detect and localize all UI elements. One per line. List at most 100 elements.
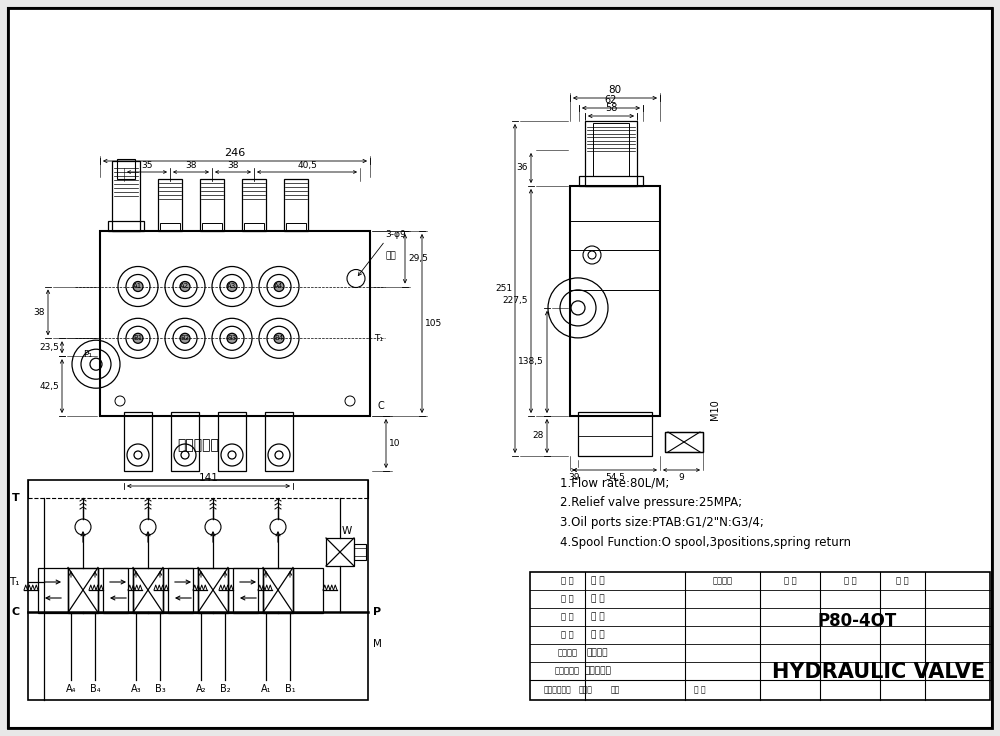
Bar <box>160 223 180 231</box>
Text: 105: 105 <box>425 319 442 328</box>
Text: 液压原理图: 液压原理图 <box>177 438 219 452</box>
Circle shape <box>133 281 143 291</box>
Circle shape <box>274 281 284 291</box>
Bar <box>198 567 228 612</box>
Text: 28: 28 <box>533 431 544 441</box>
Text: 描 达: 描 达 <box>561 612 574 621</box>
Text: P80-4OT: P80-4OT <box>818 612 897 629</box>
Bar <box>218 412 246 471</box>
Text: 62: 62 <box>605 95 617 105</box>
Text: 3.Oil ports size:PTAB:G1/2"N:G3/4;: 3.Oil ports size:PTAB:G1/2"N:G3/4; <box>560 516 764 529</box>
Circle shape <box>180 333 190 343</box>
Text: 制 图: 制 图 <box>561 595 574 604</box>
Text: 标准化检查: 标准化检查 <box>555 667 580 676</box>
Bar <box>244 223 264 231</box>
Text: 9: 9 <box>679 473 684 482</box>
Text: A₄: A₄ <box>66 684 76 694</box>
Text: 校 对: 校 对 <box>591 631 604 640</box>
Circle shape <box>227 333 237 343</box>
Text: 35: 35 <box>141 161 153 170</box>
Text: A3: A3 <box>227 283 237 289</box>
Text: 设 计: 设 计 <box>561 576 574 586</box>
Bar <box>100 231 370 416</box>
Bar <box>171 412 199 471</box>
Bar <box>578 412 652 456</box>
Bar <box>579 176 643 186</box>
Bar <box>68 567 98 612</box>
Text: M10: M10 <box>710 399 720 420</box>
Text: M: M <box>373 639 382 649</box>
Bar <box>284 179 308 231</box>
Bar <box>124 412 152 471</box>
Bar <box>242 179 266 231</box>
Text: 3-φ9: 3-φ9 <box>385 230 406 239</box>
Text: 更改内容说明: 更改内容说明 <box>544 685 572 695</box>
Text: 36: 36 <box>516 163 528 172</box>
Bar <box>168 567 198 612</box>
Text: 251: 251 <box>495 284 512 293</box>
Text: T₁: T₁ <box>374 334 383 343</box>
Text: A4: A4 <box>274 283 284 289</box>
Text: 227,5: 227,5 <box>503 297 528 305</box>
Text: 10: 10 <box>389 439 400 448</box>
Text: 39: 39 <box>568 473 580 482</box>
Bar <box>28 480 368 700</box>
Bar <box>286 223 306 231</box>
Bar <box>108 221 144 231</box>
Text: HYDRAULIC VALVE: HYDRAULIC VALVE <box>772 662 985 682</box>
Bar <box>202 223 222 231</box>
Text: C: C <box>12 607 20 617</box>
Text: A2: A2 <box>180 283 190 289</box>
Bar <box>103 567 133 612</box>
Bar <box>593 123 629 176</box>
Bar <box>200 179 224 231</box>
Text: B4: B4 <box>274 336 284 342</box>
Text: 校 对: 校 对 <box>561 631 574 640</box>
Bar <box>228 567 258 612</box>
Text: B₂: B₂ <box>220 684 230 694</box>
Bar <box>570 186 660 416</box>
Text: C: C <box>378 401 385 411</box>
Text: 图样标记: 图样标记 <box>712 576 732 586</box>
Text: A1: A1 <box>133 283 143 289</box>
Text: 更改人: 更改人 <box>579 685 592 695</box>
Text: 2.Relief valve pressure:25MPA;: 2.Relief valve pressure:25MPA; <box>560 496 742 509</box>
Bar <box>665 432 703 452</box>
Bar <box>263 567 293 612</box>
Bar <box>585 121 637 186</box>
Text: 类 别: 类 别 <box>844 576 856 586</box>
Text: 工艺检查: 工艺检查 <box>587 648 608 657</box>
Circle shape <box>133 333 143 343</box>
Bar <box>265 412 293 471</box>
Text: 1.Flow rate:80L/M;: 1.Flow rate:80L/M; <box>560 476 669 489</box>
Bar <box>158 179 182 231</box>
Bar <box>233 567 263 612</box>
Text: 80: 80 <box>608 85 622 95</box>
Text: 54,5: 54,5 <box>605 473 625 482</box>
Text: 29,5: 29,5 <box>408 254 428 263</box>
Text: 设 计: 设 计 <box>591 576 604 586</box>
Text: 通孔: 通孔 <box>385 251 396 260</box>
Text: P: P <box>373 607 381 617</box>
Bar <box>68 567 98 612</box>
Bar <box>354 544 366 560</box>
Circle shape <box>227 281 237 291</box>
Text: 签 批: 签 批 <box>694 685 706 695</box>
Bar <box>326 538 354 566</box>
Circle shape <box>180 281 190 291</box>
Text: 日期: 日期 <box>610 685 620 695</box>
Text: 23,5: 23,5 <box>39 343 59 352</box>
Text: W: W <box>342 526 352 536</box>
Text: B₃: B₃ <box>155 684 165 694</box>
Text: 42,5: 42,5 <box>39 381 59 391</box>
Text: 246: 246 <box>224 148 246 158</box>
Bar <box>293 567 323 612</box>
Text: B₄: B₄ <box>90 684 100 694</box>
Bar <box>112 161 140 231</box>
Bar <box>665 432 703 452</box>
Text: T₁: T₁ <box>10 577 20 587</box>
Text: B1: B1 <box>133 336 143 342</box>
Text: 标准化检查: 标准化检查 <box>584 667 611 676</box>
Text: 38: 38 <box>185 161 197 170</box>
Text: 38: 38 <box>34 308 45 317</box>
